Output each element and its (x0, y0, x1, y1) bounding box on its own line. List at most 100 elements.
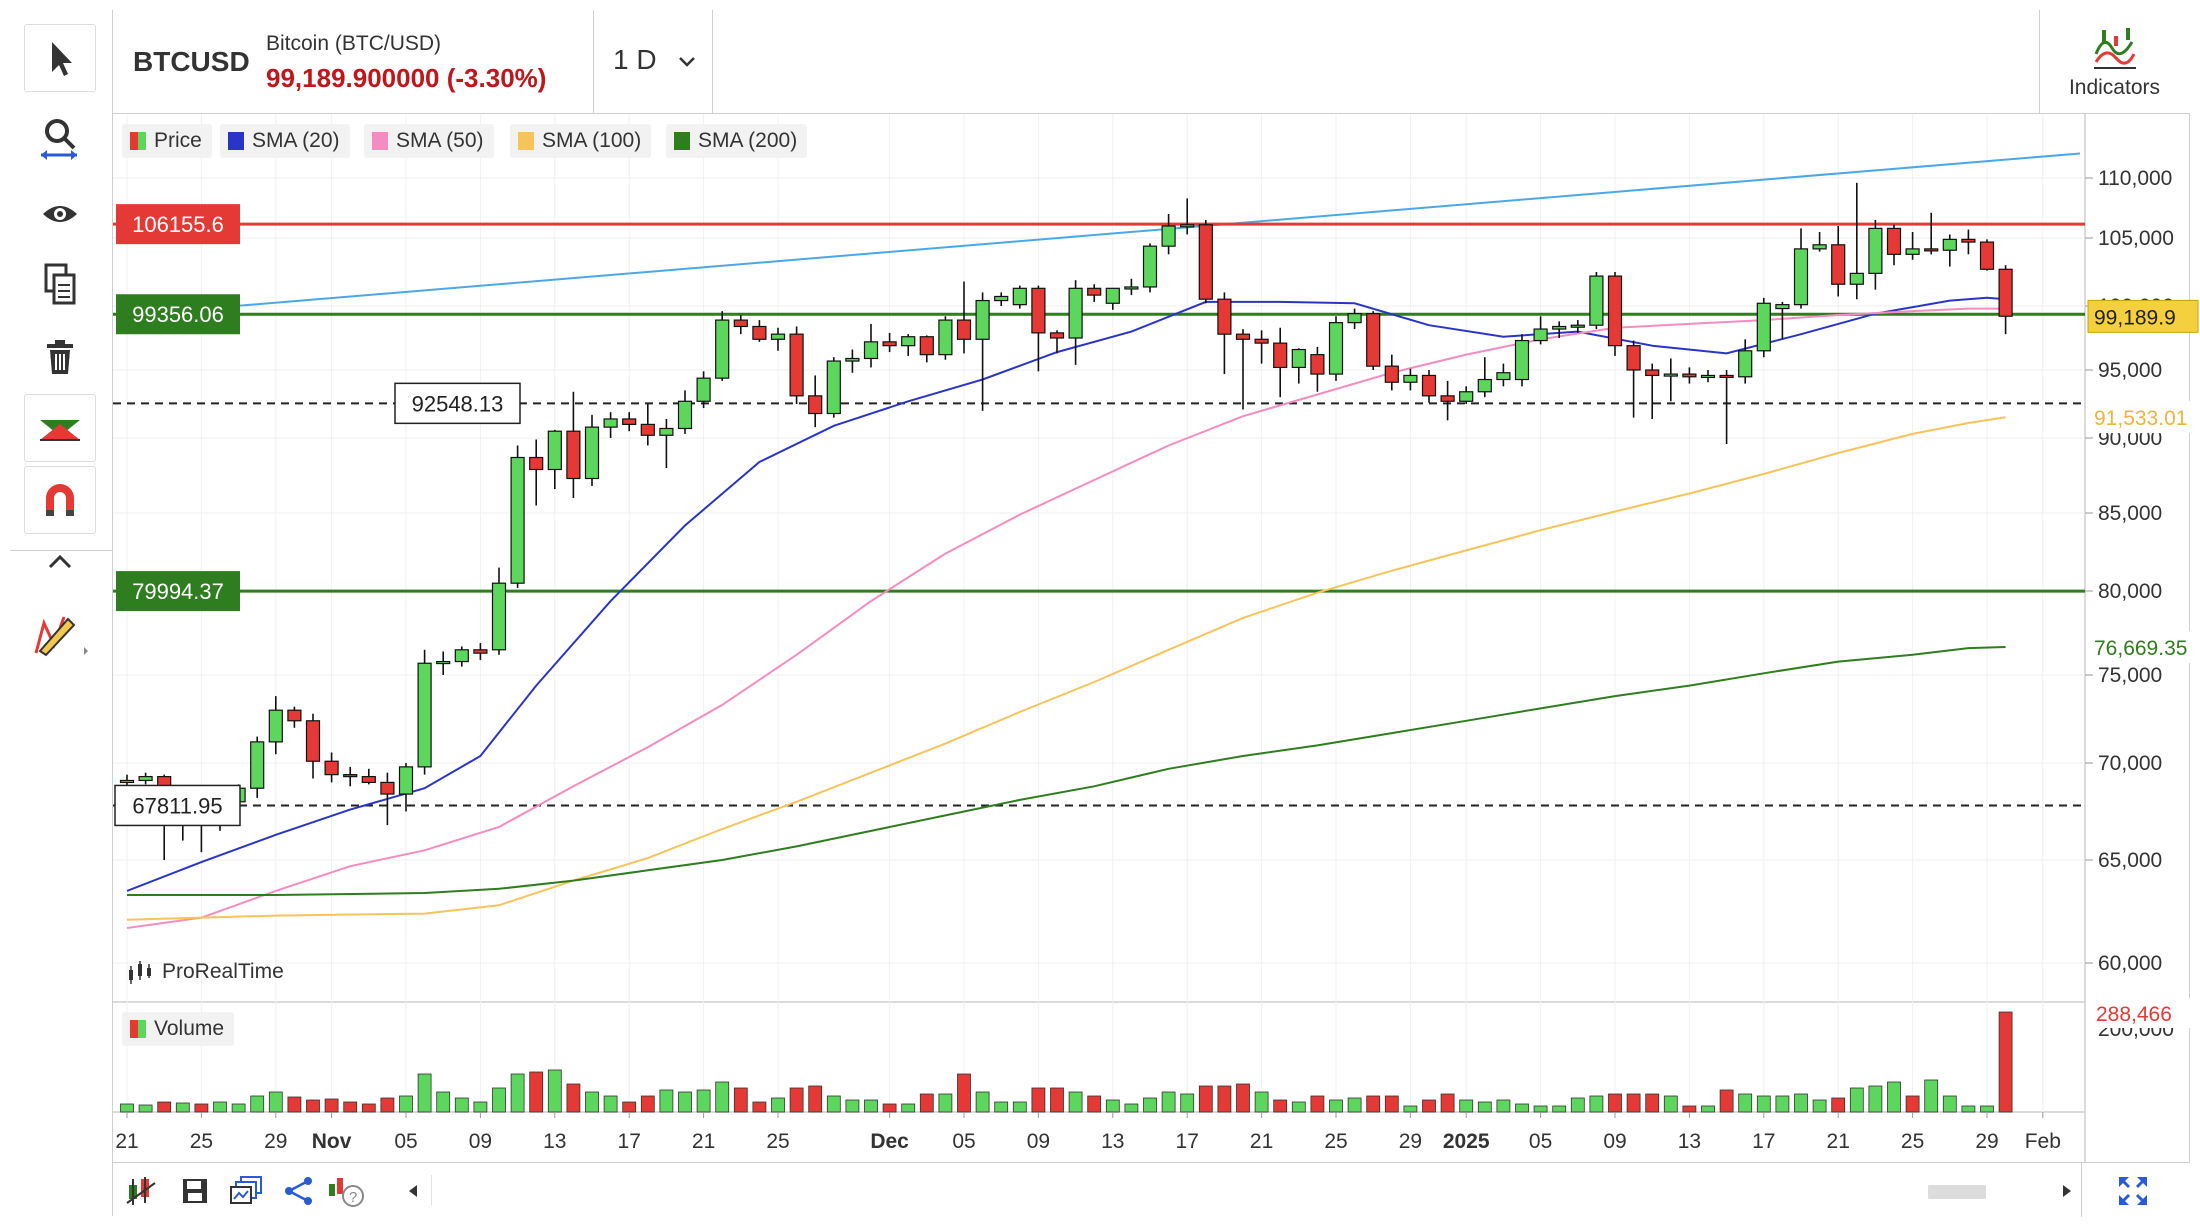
sma100-tag: 91,533.01 (2094, 407, 2187, 430)
visibility-button[interactable] (24, 180, 96, 248)
level-label: 92548.13 (412, 391, 504, 416)
time-tick-label: 25 (190, 1130, 213, 1153)
volume-bar (1217, 1085, 1232, 1113)
candle (1403, 368, 1418, 391)
candle (436, 651, 451, 675)
legend-item-price[interactable]: Price (122, 124, 212, 158)
layouts-icon (230, 1176, 262, 1204)
candle-body (863, 341, 879, 360)
volume-bar (138, 1104, 153, 1113)
candle-body (1738, 350, 1753, 378)
legend-label: SMA (100) (542, 129, 642, 152)
volume-bar (1403, 1105, 1418, 1113)
fullscreen-button[interactable] (2113, 1173, 2153, 1209)
volume-bar (1496, 1099, 1511, 1113)
volume-bar (1812, 1099, 1827, 1113)
drawing-tools-button[interactable] (24, 600, 96, 668)
legend-item-sma-20[interactable]: SMA (20) (220, 124, 350, 158)
pointer-tool-button[interactable] (24, 24, 96, 92)
candle-body (1049, 332, 1065, 339)
footer-layouts-button[interactable] (227, 1173, 267, 1209)
sma200-tag-box (2088, 630, 2198, 663)
time-scrollbar-thumb[interactable] (1928, 1185, 1986, 1199)
price-tick-label: 105,000 (2098, 227, 2174, 250)
help-icon: ? (329, 1178, 364, 1207)
footer-help-button[interactable]: ? (327, 1173, 367, 1209)
copy-button[interactable] (24, 250, 96, 318)
candle (268, 696, 283, 755)
symbol-ticker[interactable]: BTCUSD (133, 46, 250, 77)
chevron-down-icon (679, 57, 696, 67)
candle (1831, 226, 1846, 297)
volume-bar (752, 1101, 767, 1113)
delete-button[interactable] (24, 324, 96, 392)
legend-item-sma-100[interactable]: SMA (100) (510, 124, 652, 158)
volume-bar (175, 1102, 190, 1113)
candle-body (1198, 224, 1213, 300)
volume-bar (1031, 1087, 1046, 1113)
scroll-right-button[interactable] (2047, 1173, 2087, 1209)
candle (752, 320, 767, 342)
candle-body (752, 325, 767, 340)
volume-bar (845, 1099, 860, 1113)
footer-chart-type-button[interactable] (123, 1173, 163, 1209)
time-tick-label: 29 (1399, 1130, 1422, 1153)
candle-body (919, 336, 934, 356)
volume-swatch (130, 1020, 146, 1038)
volume-bar (622, 1101, 637, 1113)
candle-body (1161, 225, 1176, 247)
volume-bar (919, 1093, 934, 1113)
trend-tools-icon (40, 420, 80, 441)
candle (1756, 297, 1771, 358)
candle-body (789, 333, 804, 397)
volume-bar (473, 1101, 488, 1113)
candle-body (1998, 268, 2013, 317)
volume-bar (324, 1098, 339, 1113)
volume-bar (1961, 1105, 1976, 1113)
level-label-box (394, 382, 521, 425)
trash-icon (47, 340, 73, 374)
trend-tools-button[interactable] (24, 394, 96, 462)
candle (770, 327, 786, 351)
indicators-button[interactable]: Indicators (2040, 10, 2190, 113)
time-tick-label: 13 (543, 1130, 566, 1153)
candle (1700, 370, 1716, 383)
price-axis: 60,00065,00070,00075,00080,00085,00090,0… (2085, 167, 2174, 1041)
time-tick-label: 21 (1250, 1130, 1273, 1153)
price-tick-label: 85,000 (2098, 502, 2162, 525)
time-scrollbar-track[interactable] (431, 1175, 2150, 1205)
candle (715, 311, 730, 381)
footer-share-button[interactable] (279, 1173, 319, 1209)
price-tags: 106155.6 99356.06 79994.37 92548.13 67811.95… (114, 204, 2199, 1028)
instrument-name: Bitcoin (BTC/USD) (266, 32, 442, 55)
magnet-button[interactable] (24, 466, 96, 534)
scroll-left-button[interactable] (393, 1173, 433, 1209)
zoom-tool-button[interactable] (24, 104, 96, 172)
collapse-toolbar-button[interactable] (24, 540, 96, 584)
legend-item-sma-200[interactable]: SMA (200) (666, 124, 808, 158)
candle (1607, 272, 1623, 356)
price-tick-label: 110,000 (2098, 167, 2172, 190)
period-selector[interactable]: 1 D (613, 44, 698, 76)
volume-bar (1366, 1095, 1381, 1113)
candle (1012, 285, 1027, 309)
volume-legend[interactable]: Volume (122, 1012, 235, 1046)
legend-item-sma-50[interactable]: SMA (50) (364, 124, 494, 158)
expand-icon (2119, 1177, 2147, 1205)
candle (584, 414, 600, 486)
time-tick-label: 09 (469, 1130, 492, 1153)
candle-body (901, 336, 916, 347)
volume-bar (771, 1097, 785, 1113)
candle-body (584, 426, 600, 480)
candle (1217, 292, 1232, 375)
time-tick-label: 13 (1678, 1130, 1701, 1153)
volume-bar (1310, 1095, 1325, 1113)
candle-body (1087, 287, 1102, 296)
candles (119, 182, 2013, 860)
volume-bar (566, 1083, 581, 1113)
volume-bar (343, 1101, 358, 1113)
sma-line (126, 307, 2006, 929)
volume-bar (268, 1091, 283, 1113)
footer-save-button[interactable] (175, 1173, 215, 1209)
